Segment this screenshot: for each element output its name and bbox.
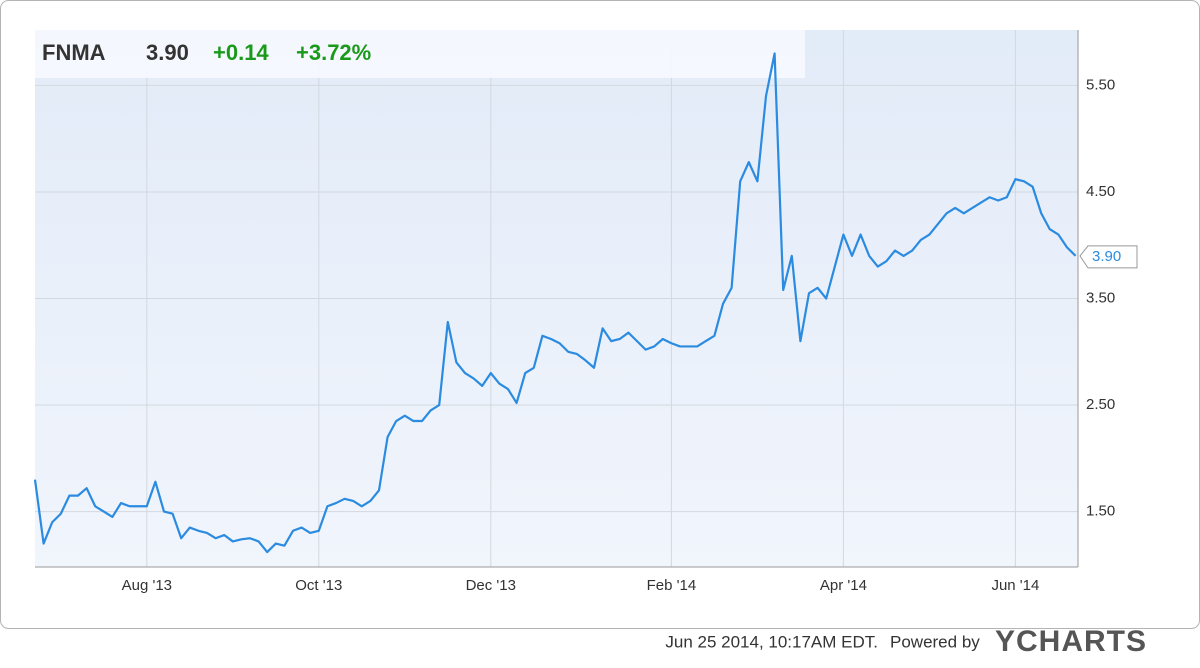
end-label-frame xyxy=(1079,245,1138,269)
y-tick-label: 4.50 xyxy=(1086,183,1115,200)
x-tick-label: Aug '13 xyxy=(122,577,172,594)
y-tick-label: 1.50 xyxy=(1086,503,1115,520)
end-label-box: 3.90 xyxy=(1079,245,1138,269)
price-line xyxy=(33,52,1077,554)
change-percent: +3.72% xyxy=(296,40,371,65)
x-tick-label: Jun '14 xyxy=(991,577,1039,594)
grid xyxy=(35,30,1078,567)
x-tick-label: Apr '14 xyxy=(820,577,867,594)
change: +0.14 xyxy=(213,40,269,65)
y-tick-label: 5.50 xyxy=(1086,76,1115,93)
y-tick-label: 2.50 xyxy=(1086,396,1115,413)
end-label: 3.90 xyxy=(1092,248,1121,265)
symbol: FNMA xyxy=(42,40,106,65)
price: 3.90 xyxy=(146,40,189,65)
x-tick-label: Feb '14 xyxy=(647,577,697,594)
powered-by: Powered by xyxy=(890,632,980,651)
x-tick-label: Dec '13 xyxy=(466,577,516,594)
y-tick-label: 3.50 xyxy=(1086,289,1115,306)
marks xyxy=(33,52,1077,554)
brand-logo: YCHARTS xyxy=(995,625,1147,658)
x-tick-label: Oct '13 xyxy=(295,577,342,594)
header-box xyxy=(35,30,805,78)
timestamp: Jun 25 2014, 10:17AM EDT. xyxy=(665,632,878,651)
